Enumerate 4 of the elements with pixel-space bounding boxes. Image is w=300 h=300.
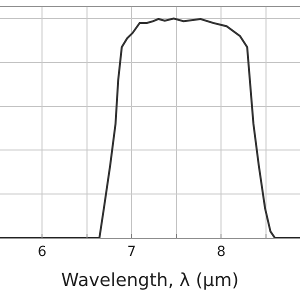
x-tick-label: 6	[38, 244, 47, 260]
x-tick-label: 7	[127, 244, 136, 260]
x-tick-label: 8	[216, 244, 226, 260]
x-axis-title: Wavelength, λ (µm)	[61, 270, 239, 291]
